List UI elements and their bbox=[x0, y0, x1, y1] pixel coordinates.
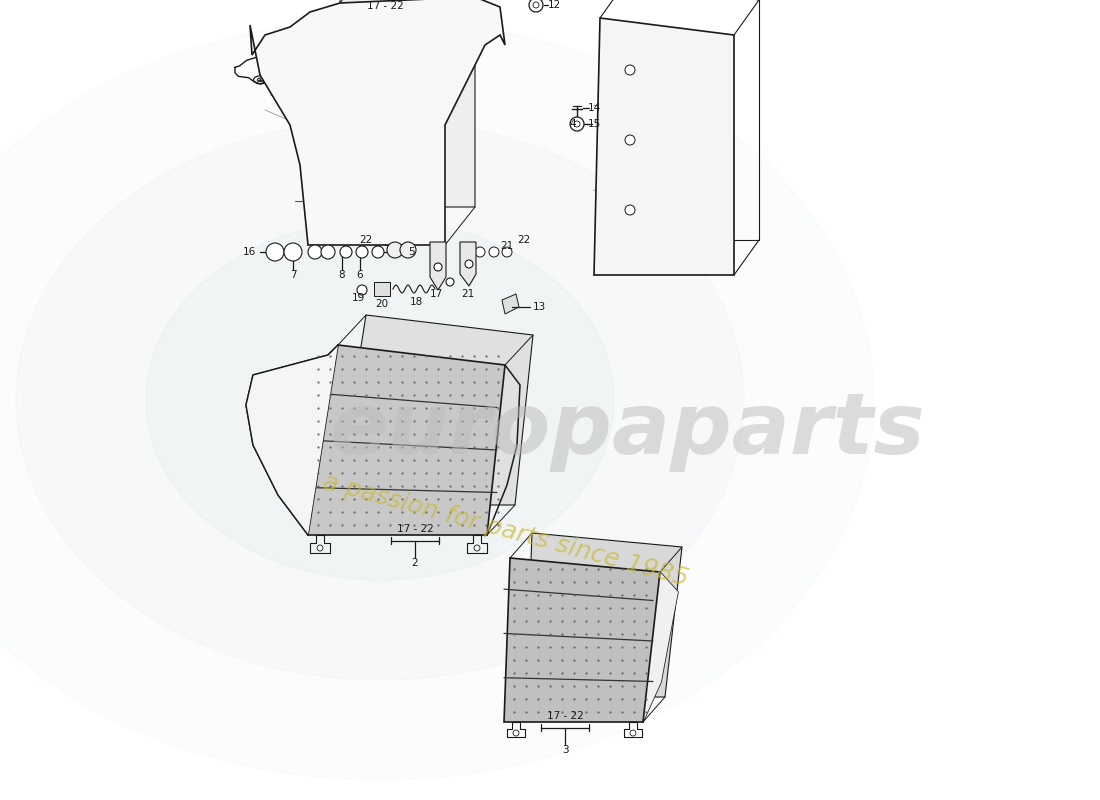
Text: 5: 5 bbox=[408, 247, 415, 257]
Polygon shape bbox=[340, 0, 475, 207]
Text: 2: 2 bbox=[411, 558, 418, 568]
Text: 6: 6 bbox=[356, 270, 363, 280]
Text: 12: 12 bbox=[548, 0, 561, 10]
Text: 8: 8 bbox=[339, 270, 345, 280]
Text: europaparts: europaparts bbox=[330, 389, 926, 471]
Circle shape bbox=[465, 260, 473, 268]
Polygon shape bbox=[502, 294, 519, 314]
Circle shape bbox=[625, 205, 635, 215]
Text: 17: 17 bbox=[429, 289, 442, 299]
Polygon shape bbox=[0, 20, 874, 780]
Circle shape bbox=[356, 246, 369, 258]
Text: 19: 19 bbox=[351, 293, 364, 303]
Text: 20: 20 bbox=[375, 299, 388, 309]
Circle shape bbox=[490, 247, 499, 257]
Text: 17 - 22: 17 - 22 bbox=[547, 711, 583, 721]
Text: 21: 21 bbox=[500, 241, 514, 251]
Text: a passion for parts since 1985: a passion for parts since 1985 bbox=[320, 470, 691, 590]
Circle shape bbox=[434, 263, 442, 271]
Polygon shape bbox=[246, 345, 338, 535]
Text: 17 - 22: 17 - 22 bbox=[366, 1, 404, 11]
Text: 17 - 22: 17 - 22 bbox=[397, 524, 433, 534]
Circle shape bbox=[625, 65, 635, 75]
Polygon shape bbox=[146, 220, 614, 580]
Text: 16: 16 bbox=[243, 247, 256, 257]
Circle shape bbox=[534, 2, 539, 8]
Circle shape bbox=[321, 245, 336, 259]
Circle shape bbox=[284, 243, 302, 261]
Text: 22: 22 bbox=[359, 235, 372, 245]
Text: 14: 14 bbox=[587, 103, 601, 113]
Text: 7: 7 bbox=[289, 270, 296, 280]
Text: 18: 18 bbox=[409, 297, 422, 307]
Polygon shape bbox=[460, 242, 476, 286]
Polygon shape bbox=[250, 0, 505, 245]
Polygon shape bbox=[644, 572, 678, 722]
Polygon shape bbox=[374, 282, 390, 296]
Circle shape bbox=[340, 246, 352, 258]
Circle shape bbox=[358, 285, 367, 295]
Circle shape bbox=[446, 278, 454, 286]
Text: 4: 4 bbox=[570, 119, 576, 129]
Circle shape bbox=[387, 242, 403, 258]
Text: 13: 13 bbox=[534, 302, 547, 312]
Circle shape bbox=[372, 246, 384, 258]
Polygon shape bbox=[308, 345, 505, 535]
Circle shape bbox=[400, 242, 416, 258]
Polygon shape bbox=[616, 43, 644, 250]
Text: 21: 21 bbox=[461, 289, 474, 299]
Circle shape bbox=[266, 243, 284, 261]
Polygon shape bbox=[336, 315, 534, 505]
Text: 3: 3 bbox=[562, 745, 569, 755]
Polygon shape bbox=[594, 18, 734, 275]
Polygon shape bbox=[504, 558, 660, 722]
Text: 15: 15 bbox=[587, 119, 601, 129]
Circle shape bbox=[502, 247, 512, 257]
Polygon shape bbox=[430, 242, 446, 290]
Circle shape bbox=[574, 121, 580, 127]
Polygon shape bbox=[526, 533, 682, 697]
Circle shape bbox=[529, 0, 543, 12]
Polygon shape bbox=[16, 120, 744, 680]
Text: 22: 22 bbox=[517, 235, 530, 245]
Circle shape bbox=[625, 135, 635, 145]
Circle shape bbox=[308, 245, 322, 259]
Circle shape bbox=[570, 117, 584, 131]
Circle shape bbox=[475, 247, 485, 257]
